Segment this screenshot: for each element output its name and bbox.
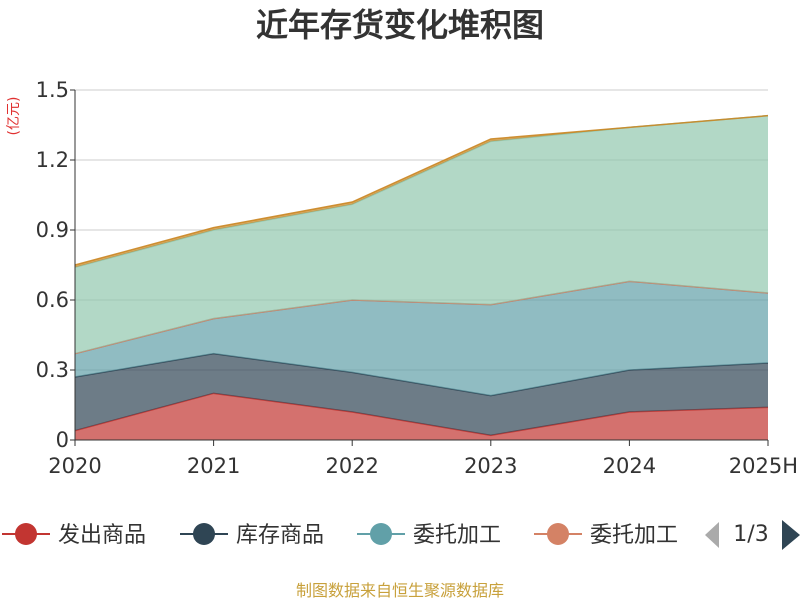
source-note: 制图数据来自恒生聚源数据库 [296, 581, 504, 600]
legend-pagination: 1/3 [705, 520, 800, 550]
legend-item[interactable]: 委托加工 [534, 523, 678, 548]
area-series-2 [75, 353, 768, 436]
area-series-line-6 [74, 114, 769, 266]
x-tick-label: 2021 [187, 454, 240, 478]
legend-page-indicator: 1/3 [733, 522, 768, 547]
x-tick-label: 2024 [603, 454, 656, 478]
chart-title: 近年存货变化堆积图 [256, 6, 544, 44]
x-tick-label: 2023 [464, 454, 517, 478]
prev-page-icon[interactable] [705, 522, 719, 548]
y-tick-label: 1.2 [36, 148, 69, 172]
area-series [74, 114, 769, 440]
legend-item[interactable]: 发出商品 [2, 523, 146, 548]
x-tick-label: 2025H [729, 454, 798, 478]
area-series-5 [75, 115, 768, 354]
y-tick-label: 0.9 [36, 218, 69, 242]
legend-label: 委托加工 [590, 523, 678, 548]
y-tick-label: 0.3 [36, 358, 69, 382]
legend-item[interactable]: 委托加工 [357, 523, 501, 548]
x-tick-label: 2022 [325, 454, 378, 478]
legend-label: 发出商品 [58, 523, 146, 548]
legend-label: 委托加工 [413, 523, 501, 548]
legend-swatch-circle [370, 523, 392, 545]
legend-swatch-circle [193, 523, 215, 545]
legend: 发出商品 库存商品 委托加工 委托加工 1/3 [2, 520, 800, 550]
y-tick-labels: 0 0.3 0.6 0.9 1.2 1.5 [36, 78, 69, 452]
legend-item[interactable]: 库存商品 [180, 523, 324, 548]
y-axis-unit: (亿元) [6, 97, 22, 136]
legend-swatch-circle [547, 523, 569, 545]
y-tick-label: 0.6 [36, 288, 69, 312]
axes [70, 89, 769, 446]
y-tick-label: 1.5 [36, 78, 69, 102]
x-tick-labels: 2020 2021 2022 2023 2024 2025H [48, 454, 798, 478]
next-page-icon[interactable] [782, 520, 800, 550]
x-tick-label: 2020 [48, 454, 101, 478]
legend-label: 库存商品 [236, 523, 324, 548]
area-series-1 [75, 393, 768, 440]
legend-swatch-circle [15, 523, 37, 545]
area-series-3 [75, 281, 768, 396]
y-tick-label: 0 [56, 428, 69, 452]
